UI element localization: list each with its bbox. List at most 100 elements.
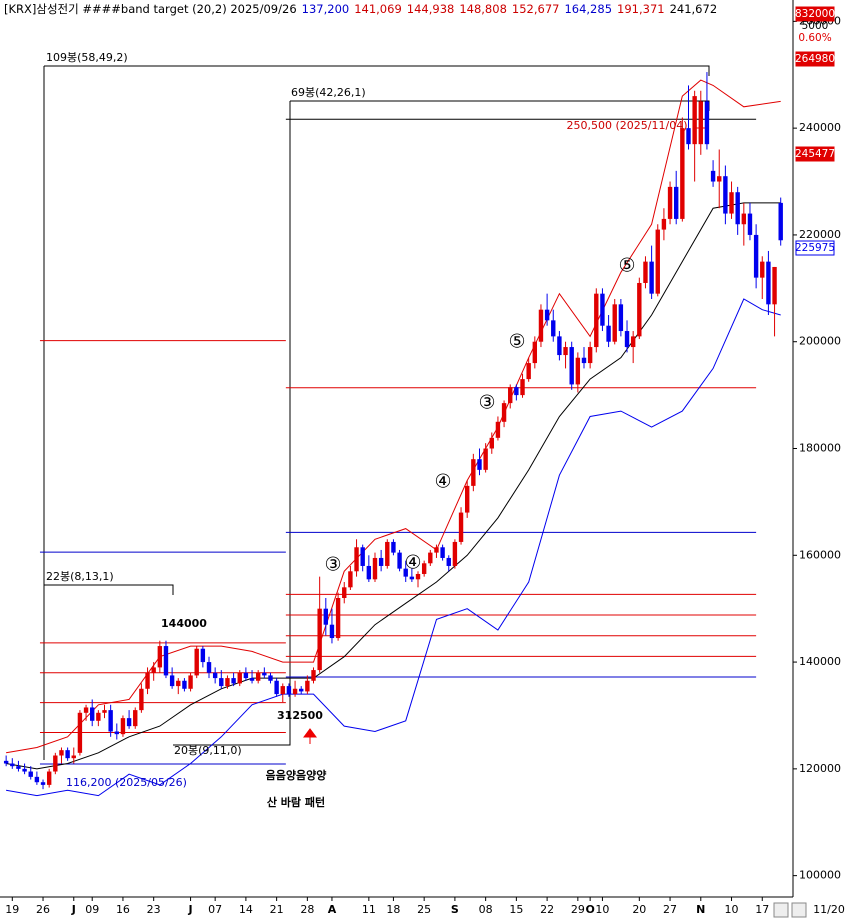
candle-body: [292, 688, 298, 695]
candle-body: [544, 309, 550, 321]
x-tick-label: 11/20: [813, 903, 845, 916]
price-tag: 832000: [795, 8, 835, 20]
candle-body: [501, 403, 507, 422]
annotation: 144000: [161, 617, 207, 630]
x-tick-label: 20: [632, 903, 646, 916]
candle-body: [34, 776, 40, 783]
candle-body: [169, 675, 175, 687]
candle-body: [385, 541, 390, 566]
header-part: 141,069: [354, 2, 402, 16]
candle-body: [495, 421, 501, 438]
candle-body: [59, 750, 64, 756]
candle-body: [157, 646, 163, 668]
candle-body: [329, 624, 335, 639]
candle-body: [532, 341, 538, 364]
header-part: 137,200: [302, 2, 350, 16]
candle-body: [606, 325, 611, 342]
candle-body: [206, 662, 212, 673]
candle-body: [139, 688, 144, 711]
candle-body: [231, 678, 236, 684]
header-part: [KRX]삼성전기 ####band target (20,2) 2025/09…: [4, 2, 297, 16]
candle-body: [317, 608, 322, 671]
candle-body: [508, 387, 513, 404]
annotation: ④: [404, 552, 421, 574]
x-tick-label: 16: [116, 903, 130, 916]
candle-body: [772, 266, 777, 305]
candle-body: [464, 485, 470, 513]
candle-body: [760, 261, 765, 278]
candle-body: [551, 320, 556, 337]
x-tick-label: 15: [509, 903, 523, 916]
y-tick-label: 120000: [799, 762, 841, 775]
annotation: 산 바람 패턴: [267, 795, 325, 809]
candle-body: [219, 678, 224, 687]
candle-body: [323, 608, 329, 625]
candle-body: [90, 707, 95, 721]
candle-body: [569, 347, 574, 385]
x-tick-label: 19: [5, 903, 19, 916]
candle-body: [741, 213, 747, 225]
x-tick-label: S: [451, 903, 459, 916]
candle-body: [182, 680, 187, 689]
price-tag: 245477: [795, 148, 835, 160]
x-tick-label: 11: [362, 903, 376, 916]
candle-body: [674, 186, 679, 219]
candle-body: [255, 672, 261, 681]
price-tag-box: [795, 240, 835, 256]
candle-body: [686, 128, 691, 145]
candle-body: [40, 782, 46, 785]
candle-body: [151, 667, 156, 673]
candle-body: [378, 557, 384, 566]
y-tick-label: 240000: [799, 121, 841, 134]
candle-body: [22, 768, 27, 772]
annotation: 69봉(42,26,1): [291, 86, 366, 99]
icon[interactable]: [791, 902, 807, 918]
candle-body: [710, 170, 716, 182]
candle-body: [16, 766, 21, 769]
candle-body: [698, 101, 703, 145]
price-tag: 5000: [802, 20, 829, 32]
candle-body: [237, 672, 242, 684]
candle-body: [3, 760, 9, 764]
price-tag-box: [795, 6, 835, 22]
price-tag: 0.60%: [798, 32, 831, 44]
candle-body: [434, 547, 439, 553]
candle-body: [126, 718, 132, 727]
candle-body: [563, 347, 568, 356]
price-tag-box: [795, 146, 835, 162]
candle-body: [354, 547, 359, 572]
candle-body: [77, 712, 83, 753]
candle-body: [471, 459, 476, 486]
annotation: ⑤: [618, 255, 635, 277]
annotation: 음음양음양양: [266, 768, 327, 782]
candle-body: [415, 573, 421, 580]
x-tick-label: 08: [479, 903, 493, 916]
x-tick-label: 23: [147, 903, 161, 916]
candle-body: [342, 587, 347, 598]
x-tick-label: 07: [208, 903, 222, 916]
candle-body: [520, 379, 525, 396]
x-tick-label: 10: [595, 903, 609, 916]
band-line: [6, 79, 781, 754]
price-tag: 225975: [795, 242, 835, 254]
x-tick-label: 09: [85, 903, 99, 916]
candle-body: [661, 218, 667, 230]
x-tick-label: 22: [540, 903, 554, 916]
candle-body: [225, 678, 230, 687]
candle-body: [612, 304, 617, 342]
candle-body: [778, 202, 783, 241]
header-part: 152,677: [512, 2, 560, 16]
candle-body: [397, 552, 402, 569]
annotation: 109봉(58,49,2): [46, 51, 128, 64]
candle-body: [65, 750, 70, 759]
annotation: 116,200 (2025/05/26): [66, 776, 187, 789]
candle-body: [600, 293, 605, 326]
x-tick-label: 28: [300, 903, 314, 916]
candle-body: [249, 678, 255, 681]
candle-body: [348, 571, 353, 588]
annotation: ③: [324, 554, 341, 576]
candle-body: [176, 680, 181, 687]
candle-body: [200, 648, 206, 663]
header-part: 241,672: [670, 2, 718, 16]
icon[interactable]: [773, 902, 789, 918]
